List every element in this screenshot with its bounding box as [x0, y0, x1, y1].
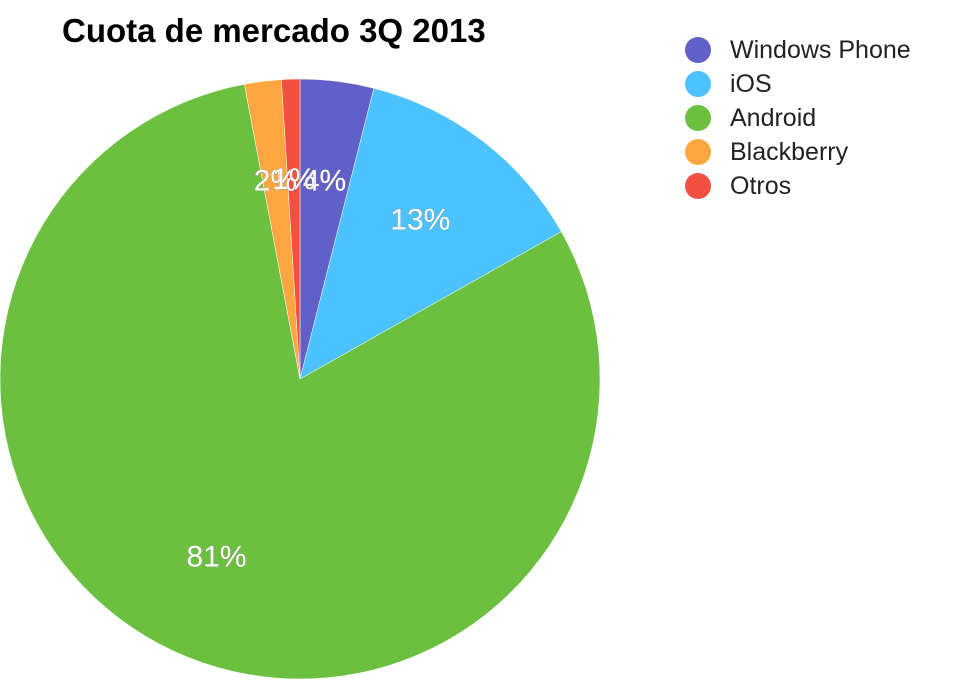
- slice-label-otros: 1%: [272, 163, 315, 196]
- legend-swatch: [685, 139, 711, 165]
- slice-label-windows-phone: 4%: [303, 164, 346, 197]
- chart-title: Cuota de mercado 3Q 2013: [62, 12, 486, 49]
- slice-label-blackberry: 2%: [254, 164, 297, 197]
- legend-label: Windows Phone: [730, 35, 911, 64]
- legend-swatch: [685, 173, 711, 199]
- pie-slice-ios: [299, 87, 562, 380]
- legend-item-ios: iOS: [685, 67, 911, 101]
- legend-item-otros: Otros: [685, 169, 911, 203]
- slice-label-android: 81%: [186, 540, 246, 573]
- legend-swatch: [685, 37, 711, 63]
- legend-item-windows-phone: Windows Phone: [685, 33, 911, 67]
- legend-label: Otros: [730, 171, 792, 200]
- chart-legend: Windows Phone iOS Android Blackberry Otros: [685, 33, 911, 203]
- legend-item-blackberry: Blackberry: [685, 135, 911, 169]
- legend-swatch: [685, 71, 711, 97]
- slice-label-ios: 13%: [390, 204, 450, 237]
- legend-item-android: Android: [685, 101, 911, 135]
- pie-slice-android: [0, 83, 601, 680]
- legend-label: Android: [730, 103, 817, 132]
- legend-label: Blackberry: [730, 137, 849, 166]
- legend-swatch: [685, 105, 711, 131]
- pie-slice-otros: [281, 78, 301, 380]
- legend-label: iOS: [730, 69, 772, 98]
